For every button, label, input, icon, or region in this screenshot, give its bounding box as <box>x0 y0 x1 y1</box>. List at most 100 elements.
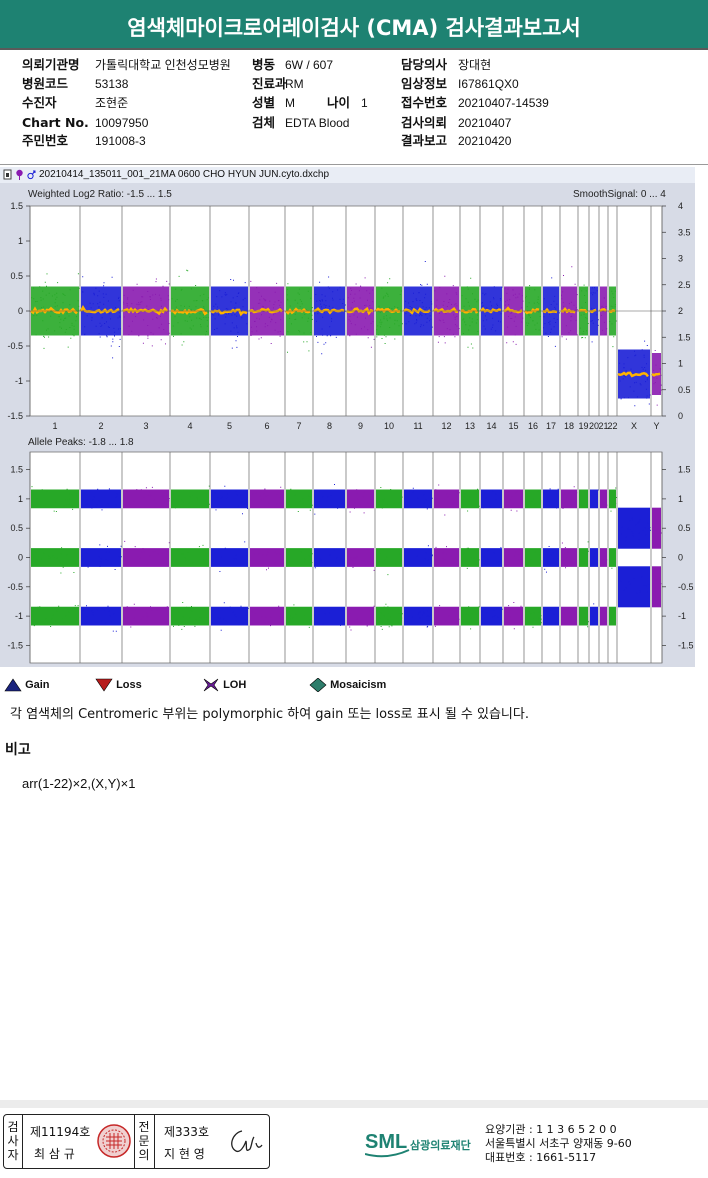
chrom-label-6: 6 <box>264 421 269 431</box>
plot-file-name: 20210414_135011_001_21MA 0600 CHO HYUN J… <box>39 169 329 180</box>
chr-14-allele-peak-0 <box>481 489 502 509</box>
top-right-tick-label: 1 <box>678 359 683 369</box>
chr-21-allele-peak-2 <box>600 606 607 626</box>
chr-2-allele-peak-0 <box>81 489 121 509</box>
info-value-specimen: EDTA Blood <box>285 116 350 130</box>
legend-gain: Gain <box>4 678 50 692</box>
legend-loh-label: LOH <box>223 678 247 691</box>
info-value-institution: 가톨릭대학교 인천성모병원 <box>95 58 231 72</box>
chr-11-allele-peak-0 <box>404 489 432 509</box>
chr-12-allele-peak-0 <box>434 489 459 509</box>
report-title: 염색체마이크로어레이검사 (CMA) 검사결과보고서 <box>0 0 708 48</box>
chrom-label-20: 20 <box>589 421 599 431</box>
chr-13-allele-peak-1 <box>461 548 479 567</box>
chr-16-allele-points <box>525 490 542 628</box>
chr-15-allele-peak-1 <box>504 548 523 567</box>
chr-22-allele-peak-1 <box>609 548 616 567</box>
chr-10-log2-points <box>376 278 403 344</box>
chr-21-smooth-signal <box>599 307 607 313</box>
org-code: 요양기관 : 1 1 3 6 5 2 0 0 <box>485 1123 617 1136</box>
chrom-label-8: 8 <box>327 421 332 431</box>
chr-5-allele-peak-0 <box>211 489 248 509</box>
gain-icon <box>4 678 22 692</box>
chr-17-allele-peak-1 <box>543 548 559 567</box>
legend-loh: LOH <box>202 678 246 692</box>
info-value-report-date: 20210420 <box>458 134 512 148</box>
chr-9-allele-points <box>347 489 375 631</box>
chr-13-allele-peak-2 <box>461 606 479 626</box>
box-divider-1 <box>22 1115 23 1168</box>
chr-6-allele-peak-2 <box>250 606 284 626</box>
remark-heading: 비고 <box>5 742 31 758</box>
chr-16-allele-peak-2 <box>525 606 541 626</box>
top-right-tick-label: 2 <box>678 306 683 316</box>
legend-gain-label: Gain <box>25 678 50 691</box>
chr-7-allele-peak-1 <box>286 548 312 567</box>
cma-plot-panel: 20210414_135011_001_21MA 0600 CHO HYUN J… <box>0 167 695 667</box>
chr-5-allele-peak-2 <box>211 606 248 626</box>
chr-8-allele-peak-1 <box>314 548 345 567</box>
mosaicism-icon <box>309 677 327 693</box>
info-label-sex: 성별 <box>252 95 276 110</box>
chr-3-log2-points <box>123 278 170 347</box>
chr-19-allele-peak-1 <box>579 548 588 567</box>
chr-20-allele-peak-2 <box>590 606 598 626</box>
chr-7-allele-peak-2 <box>286 606 312 626</box>
chr-17-allele-peak-2 <box>543 606 559 626</box>
chr-19-allele-peak-2 <box>579 606 588 626</box>
chrom-label-17: 17 <box>546 421 556 431</box>
info-value-chart: 10097950 <box>95 116 149 130</box>
info-value-ward: 6W / 607 <box>285 58 334 72</box>
info-value-department: RM <box>285 77 304 91</box>
chr-11-allele-peak-1 <box>404 548 432 567</box>
chr-22-allele-peak-2 <box>609 606 616 626</box>
signature-icon <box>231 1130 263 1153</box>
chr-X-allele-points <box>619 517 651 594</box>
info-label-chart: Chart No. <box>22 115 89 130</box>
chr-11-allele-points <box>404 487 433 628</box>
chrom-label-3: 3 <box>143 421 148 431</box>
chr-9-log2-points <box>347 277 375 348</box>
bottom-left-tick-label: 0.5 <box>10 523 23 533</box>
chr-19-log2-points <box>579 284 589 339</box>
chr-4-allele-peak-2 <box>171 606 209 626</box>
specialist-name: 지 현 영 <box>164 1147 205 1161</box>
chr-4-smooth-signal <box>170 307 208 316</box>
legend-mosaicism-label: Mosaicism <box>330 678 387 691</box>
bottom-left-tick-label: -0.5 <box>7 582 23 592</box>
chr-9-allele-peak-2 <box>347 606 374 626</box>
chr-6-allele-peak-0 <box>250 489 284 509</box>
chr-11-smooth-signal <box>403 307 431 315</box>
chr-22-allele-peak-0 <box>609 489 616 509</box>
chr-19-allele-peak-0 <box>579 489 588 509</box>
chrom-label-12: 12 <box>441 421 451 431</box>
info-value-sex: M <box>285 96 295 110</box>
info-label-request-date: 검사의뢰 <box>401 115 448 130</box>
info-label-hospital-code: 병원코드 <box>22 76 69 91</box>
top-right-tick-label: 0 <box>678 411 683 421</box>
info-value-resident-id: 191008-3 <box>95 134 146 148</box>
chr-7-allele-points <box>287 488 313 628</box>
info-label-clinical: 임상정보 <box>401 76 448 91</box>
chr-2-allele-points <box>81 488 122 632</box>
chr-4-log2-points <box>171 269 209 346</box>
chr-15-allele-points <box>504 490 523 630</box>
chr-X-allele-peak-1 <box>618 566 650 608</box>
chr-20-log2-points <box>590 287 599 343</box>
chr-Y-allele-peak-1 <box>652 566 661 608</box>
chrom-label-7: 7 <box>296 421 301 431</box>
chr-7-allele-peak-0 <box>286 489 312 509</box>
chr-8-allele-peak-2 <box>314 606 345 626</box>
chr-5-allele-points <box>211 485 249 631</box>
chr-10-allele-peak-0 <box>376 489 402 509</box>
chr-5-smooth-signal <box>210 308 248 317</box>
chr-10-allele-peak-1 <box>376 548 402 567</box>
chr-12-allele-peak-1 <box>434 548 459 567</box>
chr-20-allele-peak-1 <box>590 548 598 567</box>
info-value-doctor: 장대현 <box>458 58 492 72</box>
top-right-tick-label: 0.5 <box>678 385 691 395</box>
chrom-label-16: 16 <box>528 421 538 431</box>
info-value-request-date: 20210407 <box>458 116 512 130</box>
info-label-report-date: 결과보고 <box>401 133 448 148</box>
